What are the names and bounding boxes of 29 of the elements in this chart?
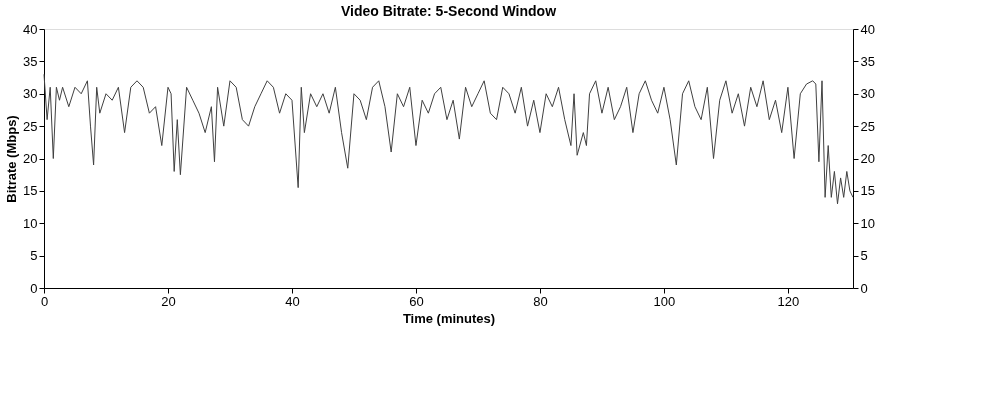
x-tick-label: 80	[533, 293, 548, 309]
y-tick-label: 15	[23, 183, 38, 199]
y2-tick-label: 25	[860, 118, 875, 134]
y2-tick-label: 20	[860, 151, 875, 166]
y-tick-label: 25	[23, 118, 38, 134]
y2-tick-label: 15	[860, 183, 875, 199]
y-axis-title: Bitrate (Mbps)	[4, 115, 20, 203]
y2-tick-label: 30	[860, 86, 875, 102]
y2-tick-label: 40	[860, 21, 875, 37]
y2-tick-label: 10	[860, 215, 875, 231]
y2-tick-label: 35	[860, 53, 875, 69]
y-tick-label: 40	[23, 21, 38, 37]
x-tick-label: 20	[161, 293, 176, 309]
x-tick-label: 60	[409, 293, 424, 309]
y-tick-label: 30	[23, 86, 38, 102]
y-tick-label: 20	[23, 151, 38, 166]
x-tick-label: 120	[777, 293, 800, 309]
x-tick-label: 40	[285, 293, 300, 309]
y-tick-label: 0	[30, 280, 38, 296]
y-tick-label: 5	[30, 248, 38, 264]
chart-title: Video Bitrate: 5-Second Window	[340, 3, 557, 19]
y-tick-label: 35	[23, 53, 38, 69]
x-tick-label: 100	[653, 293, 676, 309]
line-series	[43, 73, 854, 205]
x-tick-label: 0	[40, 293, 49, 309]
x-axis-title: Time (minutes)	[402, 310, 496, 326]
y2-tick-label: 0	[860, 280, 868, 296]
y2-tick-label: 5	[860, 248, 868, 264]
y-tick-label: 10	[23, 215, 38, 231]
